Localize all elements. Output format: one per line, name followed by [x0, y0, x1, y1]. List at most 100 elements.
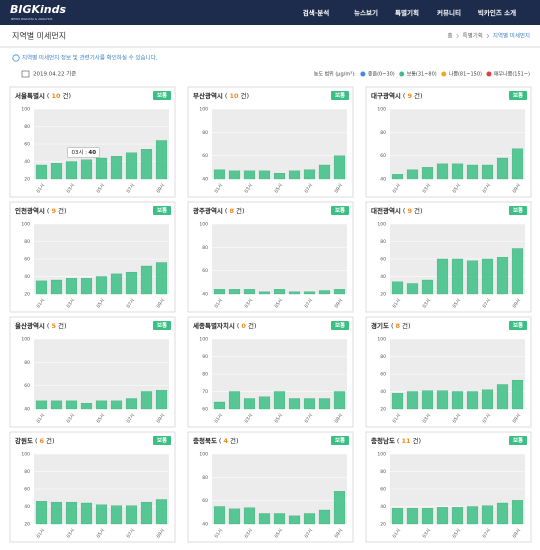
bar — [481, 258, 494, 295]
notice-icon — [12, 54, 20, 62]
bar — [511, 500, 524, 525]
x-tick-label: 05시 — [273, 298, 284, 310]
y-tick-label: 100 — [377, 107, 386, 113]
x-tick-label: 03시 — [65, 298, 76, 310]
y-tick-label: 20 — [380, 522, 386, 528]
card-title-part: ( — [225, 207, 228, 215]
x-tick-label: 01시 — [391, 413, 402, 425]
card-title-part: 9 — [51, 207, 56, 215]
bar — [288, 398, 301, 410]
bar — [155, 140, 168, 180]
card-title-part: 충청남도 — [371, 436, 395, 445]
status-badge[interactable] — [509, 91, 527, 100]
nav-item[interactable]: 빅카인즈 소개 — [478, 8, 516, 17]
breadcrumb-item[interactable]: 특별기획 — [463, 32, 483, 40]
y-tick-label: 80 — [202, 475, 208, 481]
x-tick-label: 05시 — [273, 413, 284, 425]
card-title-part: 건) — [230, 436, 239, 445]
bar — [213, 401, 226, 410]
logo[interactable]: BIGKinds — [10, 3, 67, 16]
legend-label: 나쁨(81~150) — [449, 71, 482, 78]
card-title-part: ( — [47, 92, 50, 100]
breadcrumb-item[interactable]: 지역별 미세먼지 — [493, 32, 530, 40]
nav-item[interactable]: 뉴스보기 — [354, 8, 378, 17]
bar — [243, 289, 256, 295]
card-title-part: ( — [403, 92, 406, 100]
status-badge[interactable] — [509, 206, 527, 215]
bar — [496, 384, 509, 410]
x-tick-label: 09시 — [333, 183, 344, 195]
bar — [125, 398, 138, 410]
bar — [213, 289, 226, 295]
card-title-part: 광주광역시 — [193, 206, 223, 215]
x-tick-label: 05시 — [451, 413, 462, 425]
bar — [451, 163, 464, 180]
card-title-part: 강원도 — [15, 436, 33, 445]
card-title-part: 9 — [407, 207, 412, 215]
status-label: 보통 — [335, 436, 345, 444]
status-badge[interactable] — [153, 321, 171, 330]
status-badge[interactable] — [331, 436, 349, 445]
card-title-part: 8 — [229, 207, 234, 215]
status-badge[interactable] — [331, 321, 349, 330]
bar — [318, 164, 331, 180]
y-tick-label: 80 — [24, 469, 30, 475]
bar — [50, 400, 63, 410]
y-tick-label: 60 — [24, 142, 30, 148]
notice: 지역별 미세먼지 정보 및 관련기사를 확인하실 수 있습니다. — [22, 54, 158, 62]
nav-item[interactable]: 특별기획 — [395, 8, 419, 17]
nav-item[interactable]: 커뮤니티 — [437, 8, 461, 17]
bar — [95, 276, 108, 295]
status-label: 보통 — [157, 206, 167, 214]
status-badge[interactable] — [153, 91, 171, 100]
x-tick-label: 03시 — [243, 413, 254, 425]
bar — [436, 507, 449, 525]
bar — [436, 163, 449, 180]
y-tick-label: 80 — [24, 360, 30, 366]
x-tick-label: 05시 — [451, 298, 462, 310]
region-card: 대구광역시(9 건) 보통 40 60 80 100 01시 03시 05시 07시 09시 — [365, 86, 532, 198]
breadcrumb-item[interactable]: 홈 — [448, 32, 453, 40]
y-tick-label: 100 — [199, 107, 208, 113]
bar — [496, 502, 509, 525]
bar — [80, 502, 93, 525]
x-tick-label: 01시 — [35, 528, 46, 540]
status-badge[interactable] — [509, 436, 527, 445]
status-badge[interactable] — [509, 321, 527, 330]
bar — [243, 170, 256, 180]
card-title-part: 건) — [63, 91, 72, 100]
bar — [391, 174, 404, 180]
status-badge[interactable] — [331, 91, 349, 100]
status-badge[interactable] — [331, 206, 349, 215]
bar — [140, 391, 153, 410]
y-tick-label: 40 — [24, 407, 30, 413]
header-bar — [0, 0, 540, 25]
bar — [228, 289, 241, 295]
y-tick-label: 60 — [202, 153, 208, 159]
tooltip-text: 03시 — [72, 150, 84, 156]
x-tick-label: 09시 — [155, 528, 166, 540]
x-tick-label: 09시 — [155, 298, 166, 310]
y-tick-label: 100 — [21, 452, 30, 458]
y-tick-label: 80 — [24, 124, 30, 130]
y-tick-label: 70 — [202, 389, 208, 395]
status-badge[interactable] — [153, 436, 171, 445]
y-tick-label: 100 — [21, 222, 30, 228]
legend-label: 보통(31~80) — [407, 72, 437, 78]
bar — [481, 505, 494, 525]
nav-item[interactable]: 검색·분석 — [303, 8, 329, 17]
card-title-part: 부산광역시 — [193, 91, 223, 100]
status-label: 보통 — [335, 91, 345, 99]
x-tick-label: 01시 — [35, 298, 46, 310]
card-title-part: ( — [403, 207, 406, 215]
x-tick-label: 05시 — [95, 183, 106, 195]
region-card: 울산광역시(5 건) 보통 40 60 80 100 01시 03시 05시 07시 09시 — [9, 316, 176, 428]
bar — [333, 155, 346, 180]
bar — [80, 159, 93, 180]
y-tick-label: 80 — [380, 354, 386, 360]
bar — [155, 499, 168, 525]
x-tick-label: 05시 — [95, 528, 106, 540]
bar — [481, 164, 494, 180]
status-badge[interactable] — [153, 206, 171, 215]
card-title-part: 건) — [241, 91, 250, 100]
